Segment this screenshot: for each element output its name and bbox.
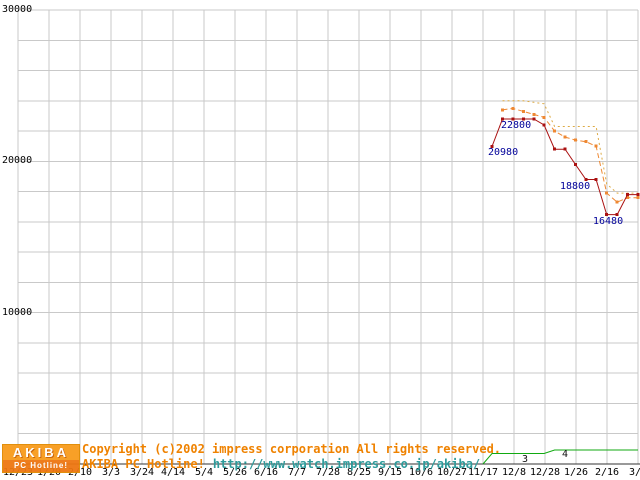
x-axis-label: 3/3	[101, 467, 121, 478]
series-average-price	[501, 106, 640, 204]
x-axis-label: 11/17	[467, 467, 499, 478]
lowest-price-marker	[532, 117, 536, 121]
lowest-price-marker	[511, 117, 515, 121]
lowest-price-marker	[573, 162, 577, 166]
footer-line2: AKIBA PC Hotline! http://www.watch.impres…	[82, 457, 480, 471]
shop-count-line	[482, 449, 638, 465]
akiba-logo: AKIBA PC Hotline!	[2, 444, 80, 473]
site-url: http://www.watch.impress.co.jp/akiba/	[212, 457, 481, 471]
y-axis-label: 10000	[2, 307, 33, 318]
x-axis-label: 6/16	[253, 467, 279, 478]
x-axis-label: 7/7	[287, 467, 307, 478]
lowest-price-marker	[615, 213, 619, 217]
x-axis-label: 2/10	[67, 467, 93, 478]
average-price-line	[502, 107, 638, 203]
x-axis-label: 3/9	[628, 467, 640, 478]
average-price-marker	[605, 191, 609, 195]
x-axis-label: 5/26	[222, 467, 248, 478]
average-price-marker	[573, 138, 577, 142]
lowest-price-marker	[584, 178, 588, 181]
price-label: 20980	[488, 147, 519, 158]
lowest-price-marker	[626, 193, 629, 197]
average-price-marker	[563, 135, 567, 139]
x-axis-label: 10/27	[436, 467, 468, 478]
lowest-price-marker	[490, 145, 494, 148]
price-label: 18800	[560, 181, 591, 192]
price-label: 22800	[501, 120, 532, 131]
x-axis-label: 3/24	[129, 467, 155, 478]
average-price-marker	[594, 144, 598, 148]
average-price-marker	[584, 140, 588, 144]
brand-text: AKIBA PC Hotline!	[82, 457, 205, 471]
x-axis-label: 5/4	[194, 467, 214, 478]
lowest-price-marker	[501, 117, 504, 121]
lowest-price-marker	[605, 213, 609, 217]
x-axis-label: 7/28	[315, 467, 341, 478]
x-axis-label: 10/6	[408, 467, 434, 478]
average-price-marker	[542, 115, 546, 119]
average-price-marker	[553, 129, 557, 133]
chart-series	[482, 100, 640, 465]
lowest-price-marker	[636, 193, 640, 197]
average-price-marker	[532, 112, 536, 116]
x-axis-label: 2/16	[594, 467, 620, 478]
average-price-marker	[521, 109, 525, 113]
copyright-text: Copyright (c)2002 impress corporation Al…	[82, 442, 502, 456]
x-axis-label: 1/26	[563, 467, 589, 478]
lowest-price-marker	[521, 117, 525, 121]
x-axis-label: 4/14	[160, 467, 186, 478]
average-price-marker	[636, 196, 640, 200]
series-lowest-price	[490, 117, 640, 217]
series-shop-count	[482, 449, 638, 465]
shop-count-label: 3	[522, 454, 529, 465]
x-axis-label: 8/25	[346, 467, 372, 478]
average-price-marker	[626, 196, 629, 200]
average-price-marker	[511, 106, 515, 110]
price-label: 16480	[593, 216, 624, 227]
akiba-logo-title: AKIBA	[12, 445, 70, 460]
highest-price-line	[502, 100, 638, 194]
lowest-price-marker	[594, 178, 598, 181]
lowest-price-marker	[563, 147, 567, 151]
y-axis-label: 30000	[2, 4, 33, 15]
lowest-price-marker	[542, 123, 546, 127]
x-axis-label: 12/28	[529, 467, 561, 478]
y-axis-label: 20000	[2, 155, 33, 166]
lowest-price-marker	[553, 147, 557, 151]
grid-lines	[17, 9, 639, 465]
average-price-marker	[501, 108, 504, 112]
x-axis-label: 12/8	[501, 467, 527, 478]
average-price-marker	[615, 200, 619, 204]
shop-count-label: 4	[562, 449, 569, 460]
series-highest-price	[502, 100, 638, 194]
x-axis-label: 9/15	[377, 467, 403, 478]
akiba-logo-subtitle: PC Hotline!	[3, 460, 79, 472]
